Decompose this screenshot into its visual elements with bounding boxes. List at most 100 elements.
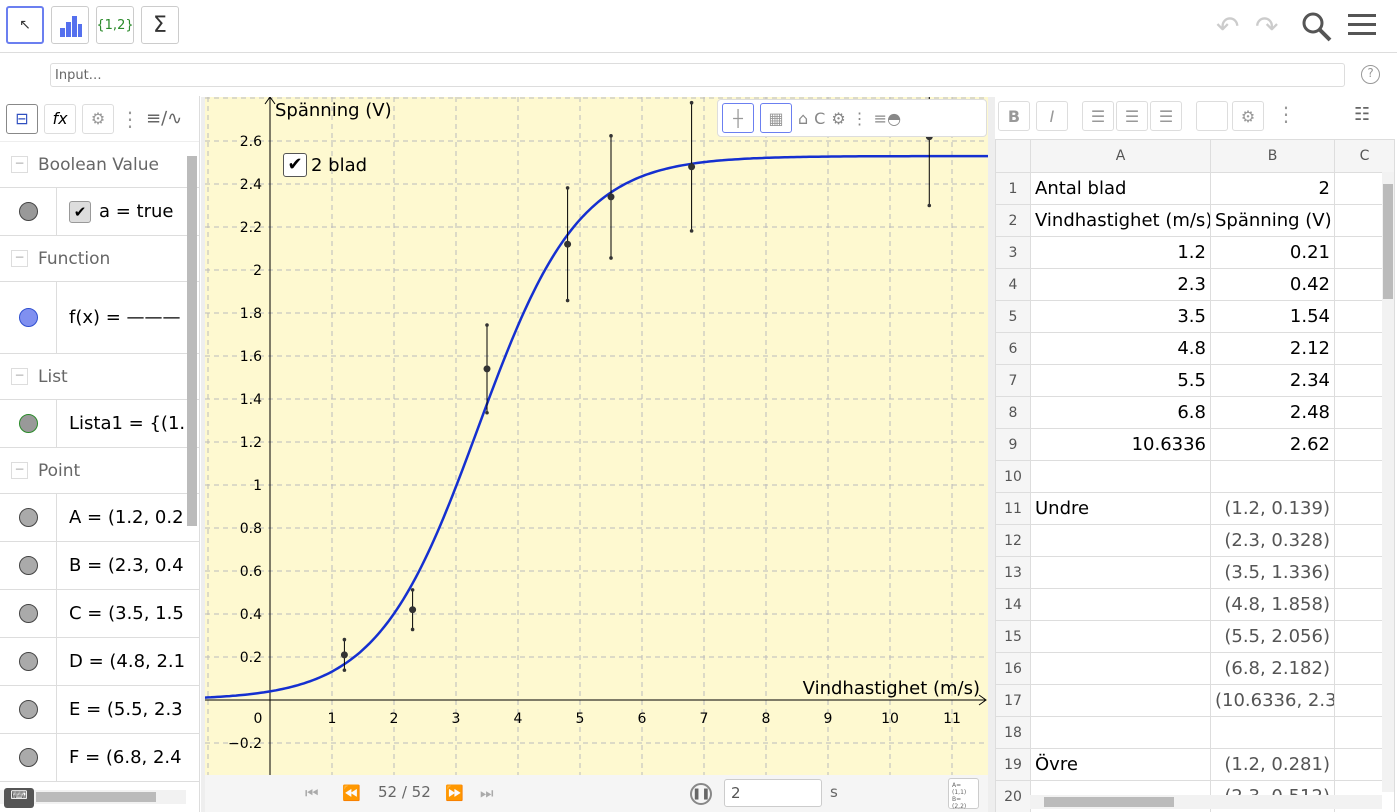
cell[interactable]: 0.21	[1210, 236, 1335, 269]
home-icon[interactable]: ⌂	[798, 108, 809, 128]
sheet-scrollbar-horizontal[interactable]	[1030, 795, 1382, 809]
redo-button[interactable]: ↷	[1255, 10, 1279, 43]
cell[interactable]: (10.6336, 2.3	[1210, 684, 1335, 717]
cell[interactable]: Övre	[1030, 748, 1211, 781]
row-header[interactable]: 20	[995, 780, 1031, 812]
cell[interactable]: (1.2, 0.281)	[1210, 748, 1335, 781]
cell[interactable]	[1030, 716, 1211, 749]
sheet-scrollbar-vertical[interactable]	[1382, 172, 1394, 792]
row-header[interactable]: 12	[995, 524, 1031, 557]
align-right-button[interactable]: ☰	[1150, 101, 1182, 131]
more-icon[interactable]: ⋮	[851, 108, 868, 128]
cell[interactable]: 2.3	[1030, 268, 1211, 301]
cell[interactable]: 2.48	[1210, 396, 1335, 429]
cell[interactable]: 2.12	[1210, 332, 1335, 365]
next-frame-button[interactable]: ⏩	[445, 784, 464, 802]
algebra-item[interactable]: f(x) = ——— / 1 + 7	[0, 282, 199, 354]
row-header[interactable]: 4	[995, 268, 1031, 301]
algebra-item[interactable]: E = (5.5, 2.3	[0, 686, 199, 734]
cell[interactable]: (1.2, 0.139)	[1210, 492, 1335, 525]
algebra-item[interactable]: C = (3.5, 1.5	[0, 590, 199, 638]
graphics-view[interactable]: 0 1 2 3 4 5 6 7 8 9 10 11 −0.2 0.2 0.4 0.6 0.8 1 1.2 1.4 1.6…	[205, 97, 988, 775]
sum-tool-button[interactable]: Σ	[141, 6, 179, 44]
cell[interactable]: 6.8	[1030, 396, 1211, 429]
row-header[interactable]: 3	[995, 236, 1031, 269]
prev-frame-button[interactable]: ⏪	[342, 784, 361, 802]
visibility-toggle[interactable]	[0, 686, 57, 733]
cell[interactable]: 4.8	[1030, 332, 1211, 365]
cell[interactable]	[1030, 524, 1211, 557]
visibility-toggle[interactable]	[0, 494, 57, 541]
splitter[interactable]	[201, 97, 205, 812]
cell[interactable]: (4.8, 1.858)	[1210, 588, 1335, 621]
row-header[interactable]: 13	[995, 556, 1031, 589]
cell[interactable]: 10.6336	[1030, 428, 1211, 461]
algebra-group-header[interactable]: Function	[0, 236, 199, 282]
pause-button[interactable]: ❚❚	[690, 783, 712, 805]
gear-icon[interactable]: ⚙	[831, 108, 846, 128]
cell[interactable]: (2.3, 0.328)	[1210, 524, 1335, 557]
row-header[interactable]: 6	[995, 332, 1031, 365]
algebra-item[interactable]: ✔ a = true	[0, 188, 199, 236]
cell[interactable]: 1.54	[1210, 300, 1335, 333]
row-header[interactable]: 19	[995, 748, 1031, 781]
row-header[interactable]: 17	[995, 684, 1031, 717]
splitter[interactable]	[988, 97, 995, 812]
row-header[interactable]: 1	[995, 172, 1031, 205]
cell[interactable]	[1030, 556, 1211, 589]
visibility-toggle[interactable]	[0, 542, 57, 589]
gear-icon[interactable]: ⚙	[1232, 101, 1264, 131]
algebra-scrollbar-horizontal[interactable]	[0, 790, 186, 804]
chart-tool-button[interactable]	[51, 6, 89, 44]
search-icon[interactable]	[1300, 10, 1332, 42]
row-header[interactable]: 15	[995, 620, 1031, 653]
cell[interactable]: Antal blad	[1030, 172, 1211, 205]
more-icon[interactable]: ⋮	[120, 106, 140, 131]
list-tool-button[interactable]: {1,2}	[96, 6, 134, 44]
italic-button[interactable]: I	[1036, 101, 1068, 131]
last-frame-button[interactable]: ⏭	[480, 784, 494, 802]
cell[interactable]	[1210, 460, 1335, 493]
axes-toggle-icon[interactable]: ┼	[722, 103, 754, 133]
cell[interactable]	[1030, 652, 1211, 685]
align-left-button[interactable]: ☰	[1082, 101, 1114, 131]
cell[interactable]: 2.62	[1210, 428, 1335, 461]
keyboard-icon[interactable]: ⌨	[4, 788, 34, 808]
fx-button[interactable]: fx	[44, 103, 76, 134]
input-bar[interactable]: Input…	[50, 63, 1345, 87]
visibility-toggle[interactable]	[0, 282, 57, 353]
cell[interactable]: 1.2	[1030, 236, 1211, 269]
algebra-item[interactable]: D = (4.8, 2.1	[0, 638, 199, 686]
algebra-group-header[interactable]: Point	[0, 448, 199, 494]
undo-button[interactable]: ↶	[1216, 10, 1240, 43]
cell[interactable]: 0.42	[1210, 268, 1335, 301]
column-header[interactable]: C	[1334, 139, 1395, 173]
row-header[interactable]: 16	[995, 652, 1031, 685]
align-center-button[interactable]: ☰	[1116, 101, 1148, 131]
graph-style-icon[interactable]: ≡∕∿	[146, 108, 183, 129]
cell[interactable]: 5.5	[1030, 364, 1211, 397]
row-header[interactable]: 5	[995, 300, 1031, 333]
cell[interactable]: 3.5	[1030, 300, 1211, 333]
check-icon[interactable]: ✔	[69, 200, 91, 223]
algebra-item[interactable]: F = (6.8, 2.4	[0, 734, 199, 782]
spreadsheet-style-icon[interactable]: ☷	[1354, 104, 1371, 125]
visibility-toggle[interactable]	[0, 400, 57, 447]
cell[interactable]: 2.34	[1210, 364, 1335, 397]
algebra-scrollbar[interactable]	[187, 156, 197, 526]
algebra-group-header[interactable]: List	[0, 354, 199, 400]
cell[interactable]	[1030, 620, 1211, 653]
visibility-toggle[interactable]	[0, 188, 57, 235]
row-header[interactable]: 2	[995, 204, 1031, 237]
move-tool-button[interactable]: ↖	[6, 6, 44, 44]
visibility-toggle[interactable]	[0, 734, 57, 781]
cell[interactable]	[1030, 588, 1211, 621]
cell[interactable]	[1030, 684, 1211, 717]
algebra-input-icon[interactable]: A=(1,1) B=(2,2)	[948, 778, 979, 810]
cell[interactable]: (3.5, 1.336)	[1210, 556, 1335, 589]
first-frame-button[interactable]: ⏮	[305, 784, 319, 802]
cell[interactable]: 2	[1210, 172, 1335, 205]
algebra-view-toggle[interactable]: ⊟	[6, 103, 38, 134]
speed-input[interactable]: 2	[724, 779, 822, 807]
row-header[interactable]: 10	[995, 460, 1031, 493]
